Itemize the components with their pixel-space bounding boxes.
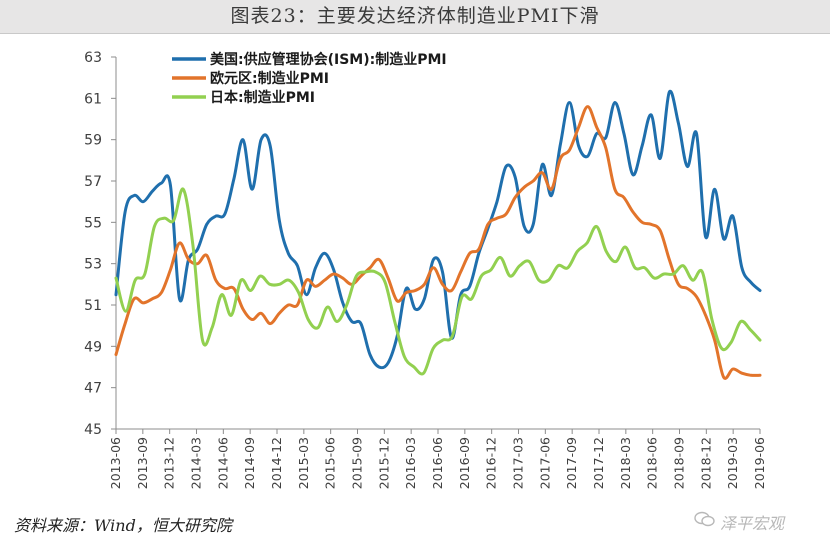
x-tick-label: 2016-06 xyxy=(430,437,445,489)
x-tick-label: 2014-03 xyxy=(189,437,204,489)
y-tick-label: 47 xyxy=(84,381,102,397)
y-tick-label: 59 xyxy=(84,133,102,149)
line-chart: 45 47 49 51 53 55 57 59 61 63 2013-06 2013-09 2013-1… xyxy=(84,50,767,489)
x-tick-label: 2015-03 xyxy=(296,437,311,489)
chart-axes: 45 47 49 51 53 55 57 59 61 63 2013-06 2013-09 2013-1… xyxy=(84,50,767,489)
chart-series xyxy=(114,89,762,380)
x-tick-label: 2017-09 xyxy=(564,437,579,489)
x-tick-label: 2014-09 xyxy=(242,437,257,489)
x-tick-label: 2018-09 xyxy=(672,437,687,489)
y-tick-label: 49 xyxy=(84,339,102,355)
series-line-3 xyxy=(114,187,762,376)
chart-legend: 美国:供应管理协会(ISM):制造业PMI 欧元区:制造业PMI 日本:制造业PMI xyxy=(172,51,447,106)
x-tick-label: 2017-03 xyxy=(511,437,526,489)
x-tick-label: 2016-09 xyxy=(457,437,472,489)
y-tick-label: 57 xyxy=(84,174,102,190)
chart-title: 图表23：主要发达经济体制造业PMI下滑 xyxy=(230,5,600,27)
source-note: 资料来源：Wind，恒大研究院 xyxy=(14,516,232,535)
x-tick-label: 2013-06 xyxy=(108,437,123,489)
x-tick-label: 2015-06 xyxy=(323,437,338,489)
y-tick-label: 61 xyxy=(84,91,102,107)
y-tick-label: 45 xyxy=(84,422,102,438)
x-tick-label: 2016-03 xyxy=(403,437,418,489)
x-tick-label: 2013-12 xyxy=(162,437,177,489)
x-tick-label: 2014-06 xyxy=(215,437,230,489)
x-tick-label: 2017-12 xyxy=(591,437,606,489)
x-tick-label: 2017-06 xyxy=(537,437,552,489)
x-tick-label: 2013-09 xyxy=(135,437,150,489)
series-line-2 xyxy=(114,105,762,380)
x-tick-label: 2019-03 xyxy=(725,437,740,489)
title-bar xyxy=(0,0,830,34)
x-tick-label: 2019-06 xyxy=(752,437,767,489)
y-tick-label: 55 xyxy=(84,215,102,231)
y-tick-label: 51 xyxy=(84,298,102,314)
x-tick-label: 2018-12 xyxy=(698,437,713,489)
legend-label-1: 美国:供应管理协会(ISM):制造业PMI xyxy=(210,51,447,68)
legend-label-2: 欧元区:制造业PMI xyxy=(210,70,329,87)
y-tick-label: 63 xyxy=(84,50,102,66)
x-tick-label: 2014-12 xyxy=(269,437,284,489)
x-tick-label: 2016-12 xyxy=(484,437,499,489)
x-tick-label: 2015-12 xyxy=(376,437,391,489)
x-tick-label: 2018-03 xyxy=(618,437,633,489)
x-tick-label: 2015-09 xyxy=(350,437,365,489)
wechat-icon xyxy=(694,511,715,527)
series-line-1 xyxy=(114,89,762,370)
watermark-text: 泽平宏观 xyxy=(720,514,785,533)
legend-label-3: 日本:制造业PMI xyxy=(210,89,315,106)
y-tick-label: 53 xyxy=(84,257,102,273)
x-tick-label: 2018-06 xyxy=(645,437,660,489)
